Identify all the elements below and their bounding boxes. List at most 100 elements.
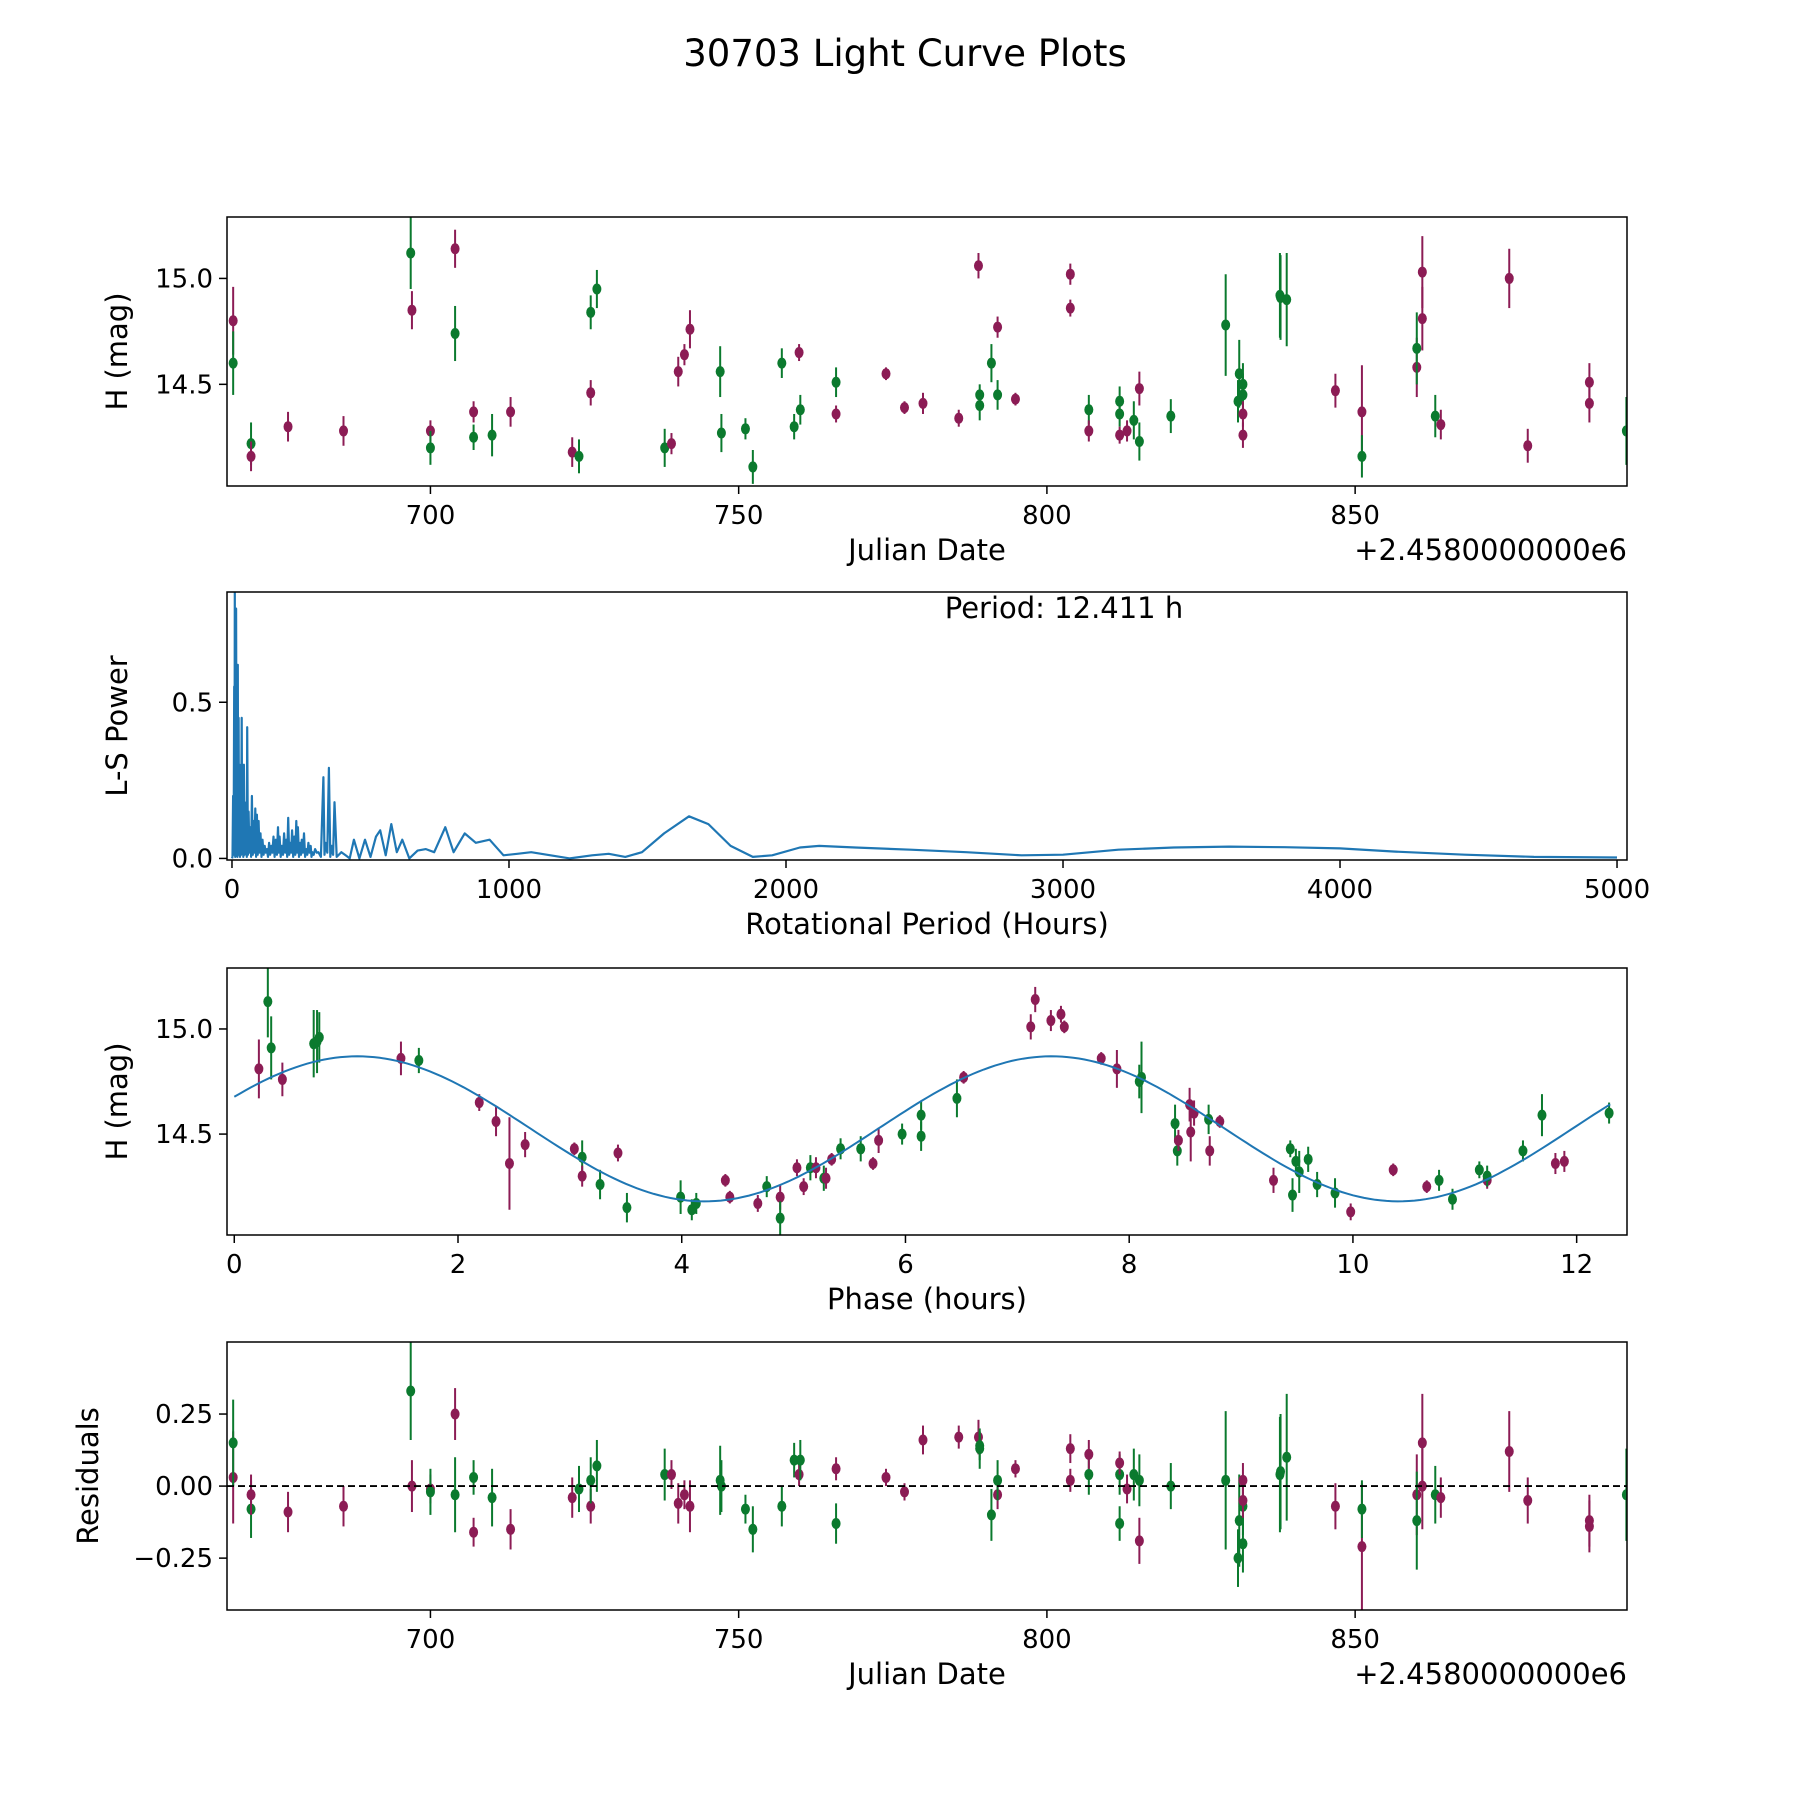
data-point — [666, 438, 676, 450]
data-point — [1186, 1126, 1196, 1138]
data-point — [1504, 272, 1514, 284]
data-point — [973, 1431, 983, 1443]
data-point — [1115, 408, 1125, 420]
data-point — [1010, 1463, 1020, 1475]
data-point — [1234, 1515, 1244, 1527]
data-point — [986, 357, 996, 369]
data-point — [1115, 429, 1125, 441]
data-point — [1173, 1134, 1183, 1146]
data-point — [1056, 1008, 1066, 1020]
data-point — [831, 1463, 841, 1475]
data-point — [595, 1179, 605, 1191]
data-point — [1518, 1145, 1528, 1157]
data-point — [954, 1431, 964, 1443]
data-point — [1388, 1164, 1398, 1176]
data-point — [1084, 425, 1094, 437]
data-point — [1417, 1480, 1427, 1492]
data-point — [574, 450, 584, 462]
data-point — [679, 1489, 689, 1501]
x-tick-label: 700 — [406, 1625, 456, 1655]
x-tick-label: 2 — [450, 1250, 467, 1280]
data-point — [1238, 429, 1248, 441]
data-point — [1291, 1155, 1301, 1167]
figure-title: 30703 Light Curve Plots — [683, 32, 1127, 75]
data-point — [1096, 1052, 1106, 1064]
data-point — [339, 1500, 349, 1512]
data-point — [795, 1454, 805, 1466]
data-point — [973, 260, 983, 272]
plot-area — [233, 968, 1614, 1235]
data-point — [1357, 1503, 1367, 1515]
data-point — [831, 376, 841, 388]
data-point — [673, 1497, 683, 1509]
data-point — [1205, 1145, 1215, 1157]
data-point — [586, 1500, 596, 1512]
data-point — [1059, 1021, 1069, 1033]
plot-area — [228, 217, 1627, 484]
data-point — [266, 1042, 276, 1054]
data-point — [1084, 404, 1094, 416]
data-point — [1166, 1480, 1176, 1492]
data-point — [775, 1191, 785, 1203]
data-point — [1621, 425, 1627, 437]
y-tick-label: 14.5 — [155, 1120, 213, 1150]
data-point — [450, 1408, 460, 1420]
data-point — [487, 429, 497, 441]
data-point — [1233, 1552, 1243, 1564]
data-point — [881, 368, 891, 380]
data-point — [918, 397, 928, 409]
data-point — [1129, 414, 1139, 426]
data-point — [777, 1500, 787, 1512]
data-point — [1065, 302, 1075, 314]
data-point — [1046, 1015, 1056, 1027]
data-point — [469, 431, 479, 443]
y-axis-label: H (mag) — [100, 1042, 134, 1160]
data-point — [685, 323, 695, 335]
data-point — [897, 1128, 907, 1140]
x-tick-label: 8 — [1121, 1250, 1138, 1280]
data-point — [1238, 408, 1248, 420]
data-point — [899, 1486, 909, 1498]
data-point — [720, 1174, 730, 1186]
x-tick-label: 4 — [673, 1250, 690, 1280]
data-point — [1084, 1469, 1094, 1481]
data-point — [228, 357, 238, 369]
data-point — [868, 1158, 878, 1170]
data-point — [586, 387, 596, 399]
data-point — [407, 1480, 417, 1492]
data-point — [469, 1526, 479, 1538]
data-point — [1330, 1500, 1340, 1512]
data-point — [899, 402, 909, 414]
data-point — [874, 1134, 884, 1146]
data-point — [1221, 319, 1231, 331]
data-point — [691, 1197, 701, 1209]
data-point — [407, 304, 417, 316]
axes-frame — [226, 1341, 1628, 1611]
data-point — [1238, 1474, 1248, 1486]
data-point — [794, 347, 804, 359]
data-point — [474, 1097, 484, 1109]
data-point — [1523, 440, 1533, 452]
data-point — [1621, 1489, 1627, 1501]
data-point — [1122, 1483, 1132, 1495]
data-point — [725, 1191, 735, 1203]
lightcurve-panel: 700 750 800 850 14.5 15.0 Julian Date H (mag) +2… — [100, 216, 1628, 567]
x-tick-label: 0 — [226, 1250, 243, 1280]
data-point — [715, 366, 725, 378]
data-point — [504, 1158, 514, 1170]
data-point — [277, 1073, 287, 1085]
data-point — [1412, 1515, 1422, 1527]
x-tick-label: 850 — [1330, 501, 1380, 531]
x-tick-label: 6 — [897, 1250, 914, 1280]
x-tick-label: 4000 — [1307, 875, 1373, 905]
phased-panel: 0 2 4 6 8 10 12 14.5 15.0 Phase (hours) H (mag) — [100, 967, 1628, 1316]
data-point — [406, 1385, 416, 1397]
data-point — [263, 996, 273, 1008]
data-point — [1537, 1109, 1547, 1121]
data-point — [856, 1143, 866, 1155]
data-point — [1084, 1448, 1094, 1460]
data-point — [228, 315, 238, 327]
x-tick-label: 0 — [224, 875, 241, 905]
data-point — [450, 327, 460, 339]
y-tick-label: 0.5 — [172, 688, 213, 718]
